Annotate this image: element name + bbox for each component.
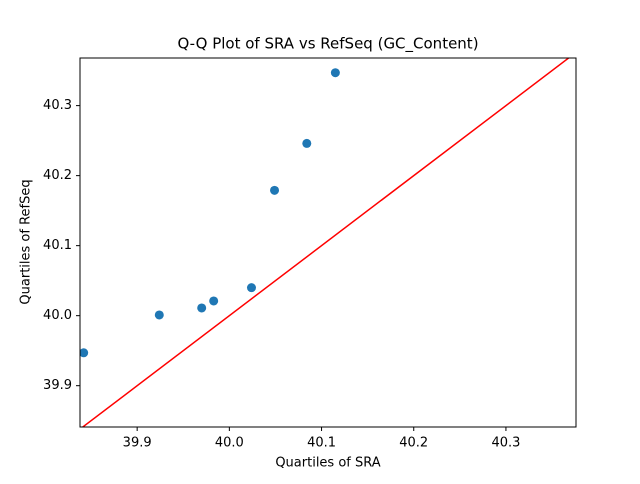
- point: [154, 310, 164, 320]
- y-tick-label: 40.3: [43, 98, 72, 113]
- x-tick-label: 40.1: [307, 436, 336, 451]
- point: [302, 138, 312, 148]
- y-axis-label: Quartiles of RefSeq: [19, 179, 34, 304]
- point: [330, 68, 340, 78]
- axes-frame: [79, 57, 577, 428]
- point: [270, 185, 280, 195]
- y-tick-label: 40.1: [43, 238, 72, 253]
- y-tick-label: 40.0: [43, 308, 72, 323]
- chart-title: Q-Q Plot of SRA vs RefSeq (GC_Content): [177, 35, 478, 54]
- point: [80, 348, 89, 358]
- point: [246, 283, 256, 293]
- y-tick-label: 40.2: [43, 168, 72, 183]
- point: [197, 303, 207, 313]
- x-tick-label: 39.9: [123, 436, 152, 451]
- x-axis-label: Quartiles of SRA: [275, 456, 380, 471]
- plot-area: [80, 58, 570, 427]
- point: [209, 296, 219, 306]
- x-tick-label: 40.2: [399, 436, 428, 451]
- reference-line: [81, 58, 570, 427]
- x-tick-label: 40.3: [491, 436, 520, 451]
- y-tick-label: 39.9: [43, 378, 72, 393]
- x-tick-label: 40.0: [215, 436, 244, 451]
